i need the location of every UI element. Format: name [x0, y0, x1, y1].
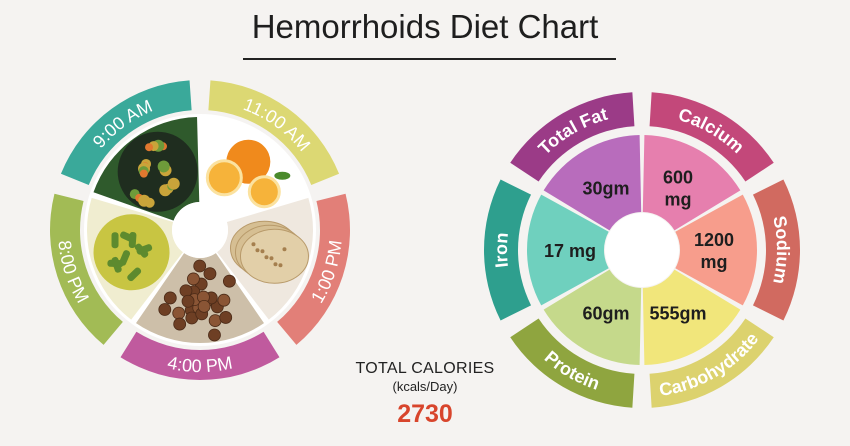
nutrient-slice	[543, 269, 642, 365]
meal-time-segment	[120, 331, 280, 380]
nutrient-value: 17 mg	[544, 241, 596, 261]
nutrient-name: Iron	[491, 232, 512, 269]
nutrient-value: 555gm	[649, 303, 706, 323]
chickpeas-icon	[135, 253, 265, 343]
meal-time-segment	[208, 80, 340, 186]
total-calories-unit: (kcals/Day)	[392, 379, 458, 394]
nutrient-ring-segment	[510, 92, 635, 182]
nutrient-name: Sodium	[769, 214, 793, 286]
chapati-icon	[217, 197, 313, 320]
nutrient-ring-segment	[484, 179, 532, 321]
nutrient-slice	[642, 269, 741, 365]
nutrient-slice	[675, 194, 757, 306]
vegetable-curry-icon	[87, 197, 183, 320]
nutrient-value: 30gm	[582, 179, 629, 199]
total-calories-label: TOTAL CALORIES	[355, 360, 495, 377]
nutrient-ring-segment	[510, 318, 635, 408]
meal-time-segment	[277, 193, 351, 345]
orange-icon	[200, 117, 307, 221]
meal-time-segment	[60, 80, 192, 186]
nutrient-slice	[526, 194, 609, 306]
nutrient-ring-segment	[752, 179, 801, 321]
nutrient-slice	[642, 135, 741, 231]
nutrient-value: 600 mg	[663, 168, 693, 210]
page-title: Hemorrhoids Diet Chart	[251, 8, 599, 45]
nutrient-value: 60gm	[582, 303, 629, 323]
nutrient-center	[605, 213, 679, 287]
nutrient-ring-segment	[649, 92, 774, 182]
meal-time-segment	[50, 193, 123, 345]
title-underline	[243, 58, 616, 60]
total-calories-value: 2730	[397, 400, 453, 428]
total-calories-block: TOTAL CALORIES (kcals/Day) 2730	[340, 360, 510, 429]
meal-time-label: 4:00 PM	[166, 352, 234, 376]
vegetable-rice-icon	[93, 117, 200, 221]
plate-center	[172, 202, 228, 258]
nutrient-slice	[543, 135, 642, 231]
nutrient-value: 1200 mg	[694, 230, 734, 272]
nutrient-ring-segment	[649, 318, 774, 408]
